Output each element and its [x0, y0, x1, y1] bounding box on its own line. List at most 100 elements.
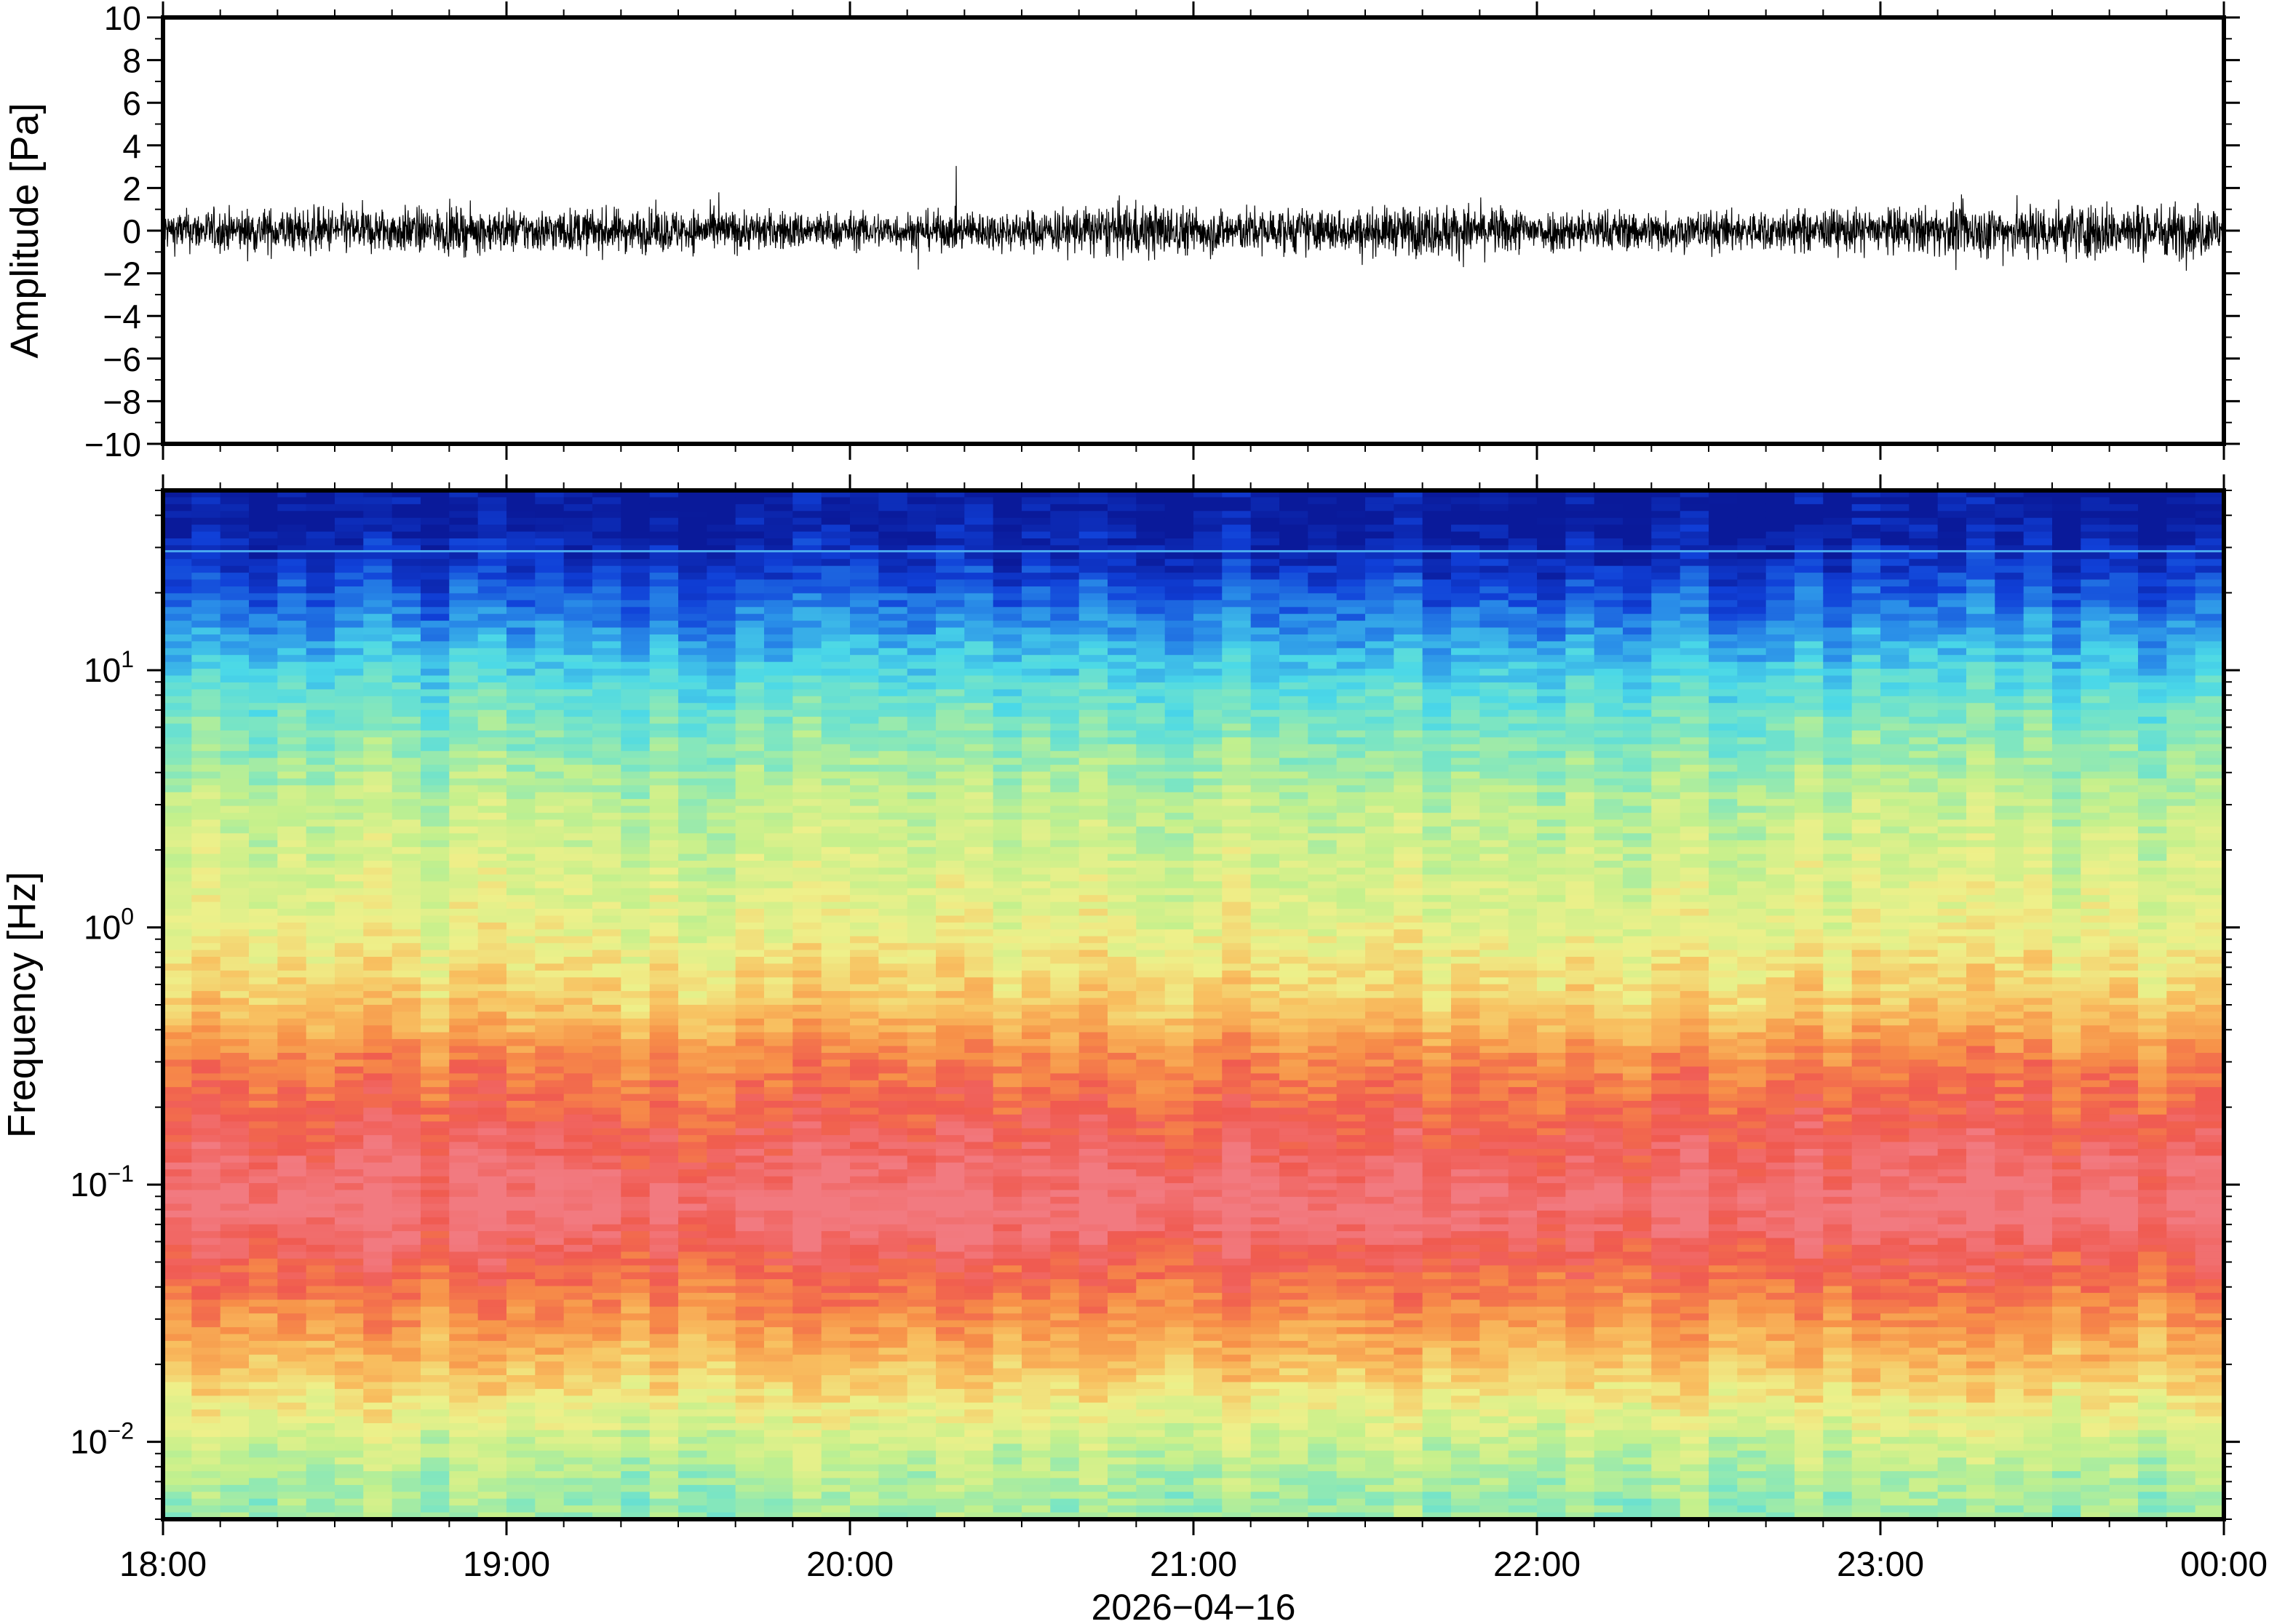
spectrogram-cell: [964, 1210, 994, 1218]
spectrogram-cell: [964, 909, 994, 917]
spectrogram-cell: [649, 922, 679, 931]
spectrogram-cell: [163, 613, 193, 621]
spectrogram-cell: [850, 1382, 880, 1390]
spectrogram-cell: [392, 888, 421, 896]
spectrogram-cell: [592, 1231, 622, 1239]
spectrogram-cell: [421, 847, 450, 855]
spectrogram-cell: [477, 861, 507, 869]
spectrogram-cell: [449, 661, 479, 669]
spectrogram-cell: [392, 600, 421, 608]
spectrogram-cell: [735, 1286, 765, 1294]
spectrogram-cell: [821, 922, 851, 931]
spectrogram-cell: [592, 915, 622, 923]
spectrogram-cell: [306, 490, 335, 498]
spectrogram-cell: [335, 600, 365, 608]
spectrogram-cell: [191, 1114, 221, 1122]
spectrogram-cell: [191, 1196, 221, 1205]
spectrogram-cell: [277, 1492, 307, 1500]
spectrogram-cell: [993, 490, 1022, 498]
spectrogram-cell: [964, 1135, 994, 1143]
spectrogram-cell: [707, 1313, 736, 1321]
spectrogram-cell: [506, 1409, 536, 1417]
spectrogram-cell: [506, 1155, 536, 1163]
spectrogram-cell: [821, 1142, 851, 1150]
spectrogram-cell: [535, 929, 565, 937]
spectrogram-cell: [163, 765, 193, 773]
spectrogram-cell: [678, 847, 708, 855]
spectrogram-cell: [878, 757, 908, 765]
spectrogram-cell: [707, 1162, 736, 1170]
spectrogram-cell: [335, 1320, 365, 1328]
spectrogram-cell: [792, 1361, 822, 1369]
spectrogram-cell: [1050, 621, 1080, 629]
spectrogram-cell: [163, 1512, 193, 1519]
spectrogram-cell: [363, 1416, 393, 1424]
spectrogram-cell: [936, 600, 966, 608]
spectrogram-cell: [449, 1340, 479, 1349]
spectrogram-cell: [392, 1334, 421, 1342]
spectrogram-cell: [392, 1258, 421, 1266]
spectrogram-cell: [249, 1286, 279, 1294]
spectrogram-cell: [764, 1107, 794, 1115]
spectrogram-cell: [1050, 771, 1080, 779]
spectrogram-cell: [936, 723, 966, 731]
spectrogram-cell: [163, 565, 193, 573]
spectrogram-cell: [850, 1354, 880, 1362]
spectrogram-cell: [678, 531, 708, 539]
spectrogram-cell: [392, 1046, 421, 1054]
spectrogram-cell: [907, 792, 937, 800]
spectrogram-cell: [477, 1402, 507, 1410]
spectrogram-cell: [850, 517, 880, 525]
spectrogram-cell: [735, 929, 765, 937]
spectrogram-cell: [306, 682, 335, 690]
spectrogram-cell: [678, 1348, 708, 1356]
spectrogram-cell: [993, 1444, 1022, 1452]
spectrogram-cell: [191, 517, 221, 525]
spectrogram-cell: [163, 689, 193, 697]
spectrogram-cell: [678, 511, 708, 519]
spectrogram-cell: [163, 1203, 193, 1211]
spectrogram-cell: [821, 1238, 851, 1246]
spectrogram-cell: [707, 525, 736, 533]
spectrogram-cell: [592, 559, 622, 567]
spectrogram-cell: [1050, 1039, 1080, 1047]
spectrogram-cell: [335, 641, 365, 649]
spectrogram-cell: [535, 1046, 565, 1054]
spectrogram-cell: [563, 1388, 593, 1397]
spectrogram-cell: [306, 1032, 335, 1040]
spectrogram-cell: [477, 703, 507, 711]
spectrogram-cell: [936, 792, 966, 800]
spectrogram-cell: [735, 1162, 765, 1170]
spectrogram-cell: [220, 1306, 250, 1314]
spectrogram-cell: [191, 888, 221, 896]
spectrogram-cell: [907, 1436, 937, 1445]
spectrogram-cell: [277, 737, 307, 745]
spectrogram-cell: [506, 1416, 536, 1424]
spectrogram-cell: [1022, 785, 1052, 793]
spectrogram-cell: [821, 1313, 851, 1321]
spectrogram-cell: [363, 888, 393, 896]
spectrogram-cell: [306, 881, 335, 889]
spectrogram-cell: [335, 1334, 365, 1342]
spectrogram-cell: [363, 874, 393, 883]
spectrogram-cell: [335, 1107, 365, 1115]
spectrogram-cell: [850, 661, 880, 669]
spectrogram-cell: [421, 861, 450, 869]
spectrogram-cell: [535, 1320, 565, 1328]
spectrogram-cell: [592, 1238, 622, 1246]
spectrogram-cell: [392, 1251, 421, 1259]
spectrogram-cell: [477, 1142, 507, 1150]
spectrogram-cell: [335, 1313, 365, 1321]
spectrogram-cell: [964, 1348, 994, 1356]
spectrogram-cell: [535, 1368, 565, 1376]
spectrogram-cell: [421, 634, 450, 642]
spectrogram-cell: [735, 703, 765, 711]
spectrogram-cell: [535, 1032, 565, 1040]
spectrogram-cell: [449, 881, 479, 889]
spectrogram-cell: [592, 552, 622, 560]
spectrogram-cell: [993, 833, 1022, 841]
spectrogram-cell: [421, 957, 450, 965]
spectrogram-cell: [1050, 559, 1080, 567]
spectrogram-cell: [964, 1025, 994, 1033]
spectrogram-cell: [735, 1121, 765, 1129]
